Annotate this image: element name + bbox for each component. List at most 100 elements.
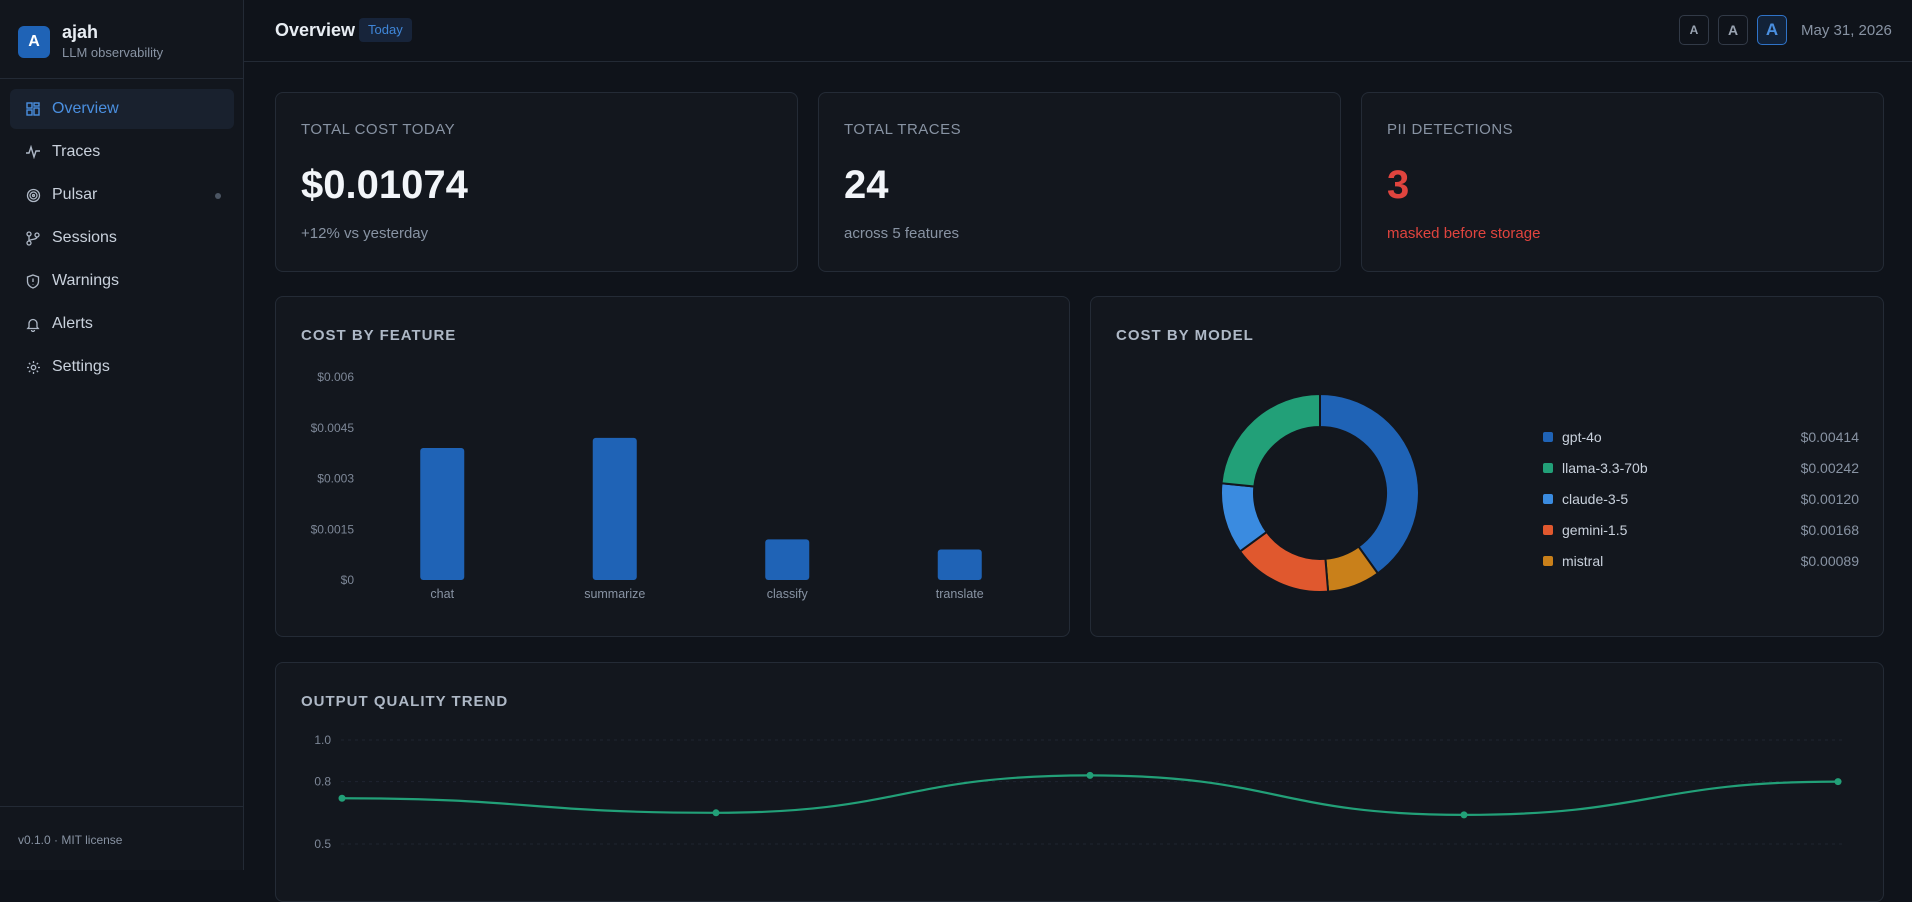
legend-label: claude-3-5 — [1562, 490, 1629, 507]
data-point[interactable] — [712, 809, 720, 817]
sidebar-nav: Overview Traces Pulsar Sessions Warni — [10, 89, 234, 390]
y-tick-label: 0.5 — [314, 837, 331, 851]
legend-value: $0.00089 — [1800, 552, 1859, 569]
legend-swatch — [1543, 462, 1553, 473]
card-title: COST BY MODEL — [1116, 327, 1254, 344]
flow-icon — [24, 229, 42, 247]
brand-subtitle: LLM observability — [62, 45, 164, 60]
sidebar-item-label: Sessions — [52, 229, 117, 246]
stat-card-total-cost: TOTAL COST TODAY $0.01074 +12% vs yester… — [275, 92, 798, 272]
divider — [0, 78, 243, 79]
legend-label: gemini-1.5 — [1562, 521, 1628, 538]
sidebar-item-label: Warnings — [52, 272, 119, 289]
data-point[interactable] — [1834, 778, 1842, 786]
brand[interactable]: A ajah LLM observability — [18, 22, 163, 61]
legend-item: gemini-1.5 $0.00168 — [1543, 514, 1859, 545]
date-range-badge[interactable]: Today — [359, 18, 412, 42]
sidebar-item-pulsar[interactable]: Pulsar — [10, 175, 234, 215]
donut-slice-llama-3.3-70b[interactable] — [1220, 392, 1321, 488]
legend-value: $0.00414 — [1800, 428, 1859, 445]
sidebar-item-label: Settings — [52, 358, 110, 375]
bar[interactable] — [592, 437, 637, 580]
legend-item: gpt-4o $0.00414 — [1543, 421, 1859, 452]
legend-item: mistral $0.00089 — [1543, 545, 1859, 576]
legend-value: $0.00168 — [1800, 521, 1859, 538]
stat-subtext: masked before storage — [1387, 225, 1541, 242]
font-size-large-button[interactable]: A — [1757, 15, 1787, 45]
legend-item: claude-3-5 $0.00120 — [1543, 483, 1859, 514]
legend-label: gpt-4o — [1562, 428, 1602, 445]
brand-logo: A — [18, 25, 50, 58]
legend-swatch — [1543, 555, 1553, 566]
stat-value: 3 — [1387, 163, 1410, 207]
brand-name: ajah — [62, 22, 99, 42]
data-point[interactable] — [1460, 811, 1468, 819]
y-tick-label: $0.003 — [317, 472, 354, 486]
legend-label: mistral — [1562, 552, 1604, 569]
version-label: v0.1.0 · MIT license — [18, 833, 123, 847]
sidebar: A ajah LLM observability Overview Traces… — [0, 0, 244, 870]
shield-alert-icon — [24, 272, 42, 290]
grid-icon — [24, 100, 42, 118]
legend-swatch — [1543, 524, 1553, 535]
y-tick-label: $0.0015 — [311, 522, 355, 536]
legend-label: llama-3.3-70b — [1562, 459, 1648, 476]
current-date: May 31, 2026 — [1801, 22, 1892, 39]
card-title: COST BY FEATURE — [301, 327, 457, 344]
bar[interactable] — [420, 448, 465, 580]
quality-trend-chart: 1.0 0.8 0.5 — [314, 733, 1846, 851]
stat-label: TOTAL TRACES — [844, 121, 962, 138]
gear-icon — [24, 358, 42, 376]
bar[interactable] — [765, 539, 810, 580]
stat-card-pii-detections: PII DETECTIONS 3 masked before storage — [1361, 92, 1884, 272]
cost-by-model-card: COST BY MODEL gpt-4o $0.00414 llama-3.3-… — [1090, 296, 1884, 637]
status-dot — [215, 193, 221, 199]
sidebar-item-sessions[interactable]: Sessions — [10, 218, 234, 258]
sidebar-item-traces[interactable]: Traces — [10, 132, 234, 172]
x-tick-label: chat — [430, 587, 454, 601]
chart-legend: gpt-4o $0.00414 llama-3.3-70b $0.00242 c… — [1543, 421, 1859, 576]
card-title: OUTPUT QUALITY TREND — [301, 693, 509, 710]
legend-value: $0.00120 — [1800, 490, 1859, 507]
sidebar-item-settings[interactable]: Settings — [10, 347, 234, 387]
cost-by-feature-chart: $0.006 $0.0045 $0.003 $0.0015 $0 chat summariz… — [311, 370, 984, 601]
stat-label: PII DETECTIONS — [1387, 121, 1514, 138]
font-size-small-button[interactable]: A — [1679, 15, 1709, 45]
y-tick-label: $0 — [341, 573, 355, 587]
legend-swatch — [1543, 493, 1553, 504]
x-tick-label: summarize — [584, 587, 645, 601]
cost-by-model-chart — [1220, 392, 1420, 593]
data-point[interactable] — [338, 794, 346, 802]
sidebar-item-alerts[interactable]: Alerts — [10, 304, 234, 344]
stat-subtext: across 5 features — [844, 225, 960, 242]
legend-item: llama-3.3-70b $0.00242 — [1543, 452, 1859, 483]
stat-card-total-traces: TOTAL TRACES 24 across 5 features — [818, 92, 1341, 272]
cost-by-feature-card: COST BY FEATURE $0.006 $0.0045 $0.003 $0.00… — [275, 296, 1070, 637]
legend-value: $0.00242 — [1800, 459, 1859, 476]
y-tick-label: 0.8 — [314, 775, 331, 789]
top-bar: Overview Today A A A May 31, 2026 — [244, 0, 1912, 62]
data-point[interactable] — [1086, 771, 1094, 779]
x-tick-label: translate — [936, 587, 984, 601]
sidebar-item-label: Pulsar — [52, 186, 98, 203]
y-tick-label: $0.0045 — [311, 421, 355, 435]
stat-value: $0.01074 — [301, 163, 468, 207]
y-tick-label: $0.006 — [317, 370, 354, 384]
y-tick-label: 1.0 — [314, 733, 331, 747]
radar-icon — [24, 186, 42, 204]
x-tick-label: classify — [767, 587, 809, 601]
divider — [0, 806, 243, 807]
page-title: Overview — [275, 20, 356, 40]
sidebar-item-warnings[interactable]: Warnings — [10, 261, 234, 301]
sidebar-item-label: Overview — [52, 100, 119, 117]
sidebar-item-overview[interactable]: Overview — [10, 89, 234, 129]
stat-label: TOTAL COST TODAY — [301, 121, 456, 138]
quality-trend-card: OUTPUT QUALITY TREND 1.0 0.8 0.5 — [275, 662, 1884, 902]
stat-subtext: +12% vs yesterday — [301, 225, 429, 242]
stat-value: 24 — [844, 163, 889, 207]
donut-slice-gpt-4o[interactable] — [1319, 392, 1420, 575]
bar[interactable] — [937, 549, 982, 580]
sidebar-item-label: Traces — [52, 143, 101, 160]
pulse-icon — [24, 143, 42, 161]
font-size-medium-button[interactable]: A — [1718, 15, 1748, 45]
